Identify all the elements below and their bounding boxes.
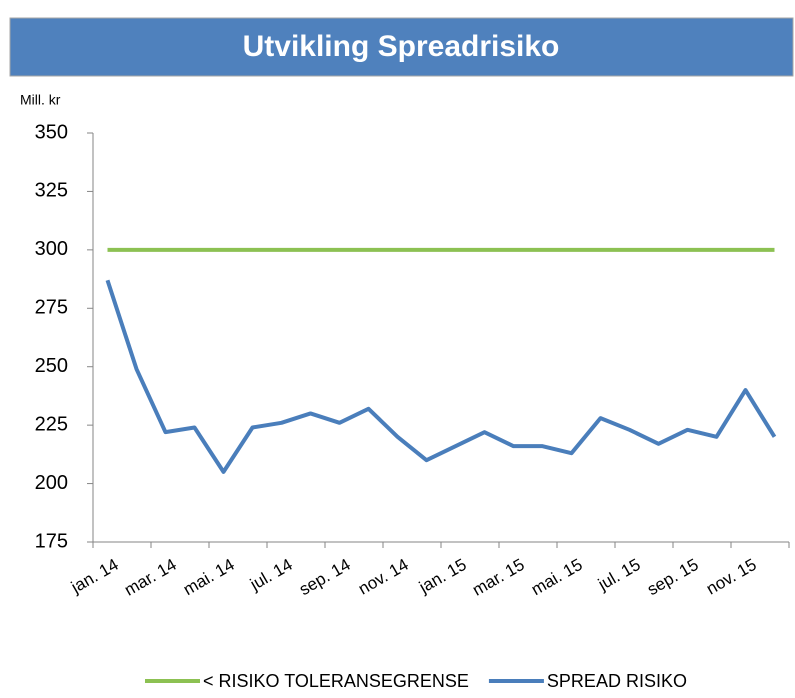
y-tick-label: 350 — [35, 121, 68, 143]
chart-title: Utvikling Spreadrisiko — [243, 30, 560, 63]
x-tick-label: sep. 15 — [644, 555, 702, 599]
x-tick-label: jul. 15 — [594, 555, 644, 595]
y-tick-label: 200 — [35, 472, 68, 494]
y-tick-label: 325 — [35, 180, 68, 202]
x-tick-label: mai. 14 — [180, 555, 238, 599]
x-tick-label: nov. 14 — [355, 555, 412, 599]
x-tick-label: mai. 15 — [528, 555, 586, 599]
series-line — [105, 279, 777, 474]
x-tick-label: sep. 14 — [296, 555, 354, 599]
x-tick-label: jul. 14 — [246, 555, 296, 595]
x-tick-label: mar. 15 — [469, 555, 528, 600]
y-tick-label: 225 — [35, 413, 68, 435]
y-tick-label: 250 — [35, 355, 68, 377]
y-axis-label: Mill. kr — [20, 92, 61, 108]
legend-label: SPREAD RISIKO — [547, 671, 687, 691]
title-banner — [9, 17, 794, 77]
y-tick-label: 175 — [35, 530, 68, 552]
y-tick-label: 275 — [35, 297, 68, 319]
x-tick-label: jan. 14 — [67, 555, 122, 597]
y-tick-label: 300 — [35, 238, 68, 260]
x-tick-label: nov. 15 — [703, 555, 760, 599]
x-tick-label: jan. 15 — [415, 555, 470, 597]
legend-label: < RISIKO TOLERANSEGRENSE — [203, 671, 469, 691]
x-tick-label: mar. 14 — [121, 555, 180, 600]
